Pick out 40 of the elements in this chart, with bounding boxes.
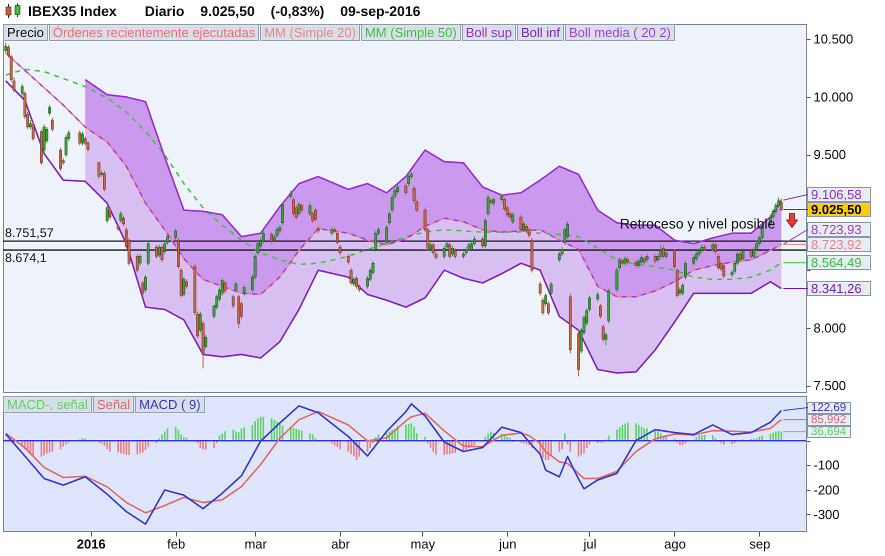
y-tick-label: 9.500 (814, 147, 846, 162)
annotation: 9.025,50 (807, 202, 871, 217)
y-tick-label: 10.000 (814, 89, 854, 104)
annotation: 8.723,92 (807, 236, 871, 252)
annotation: 122,69 (807, 402, 851, 414)
x-tick-label: ago (664, 536, 686, 552)
x-tick-label: 2016 (76, 536, 106, 552)
x-tick-label: mar (244, 536, 268, 552)
y-tick-label: 10.500 (814, 32, 854, 47)
x-tick-label: feb (167, 536, 186, 552)
text: MM (Simple 20) (260, 24, 360, 41)
series-label: Precio (3, 24, 48, 41)
x-tick-label: sep (749, 536, 770, 552)
text: Boll inf (516, 24, 564, 41)
legend-title: Órdenes recientemente ejecutadas (48, 24, 260, 41)
text: MACD-, señal (3, 396, 92, 413)
annotation: 8.341,26 (807, 281, 871, 296)
y-tick-label: -300 (814, 506, 840, 522)
x-tick-label: jul (582, 536, 597, 552)
x-tick-label: abr (331, 536, 351, 552)
y-tick-label: -200 (814, 482, 840, 498)
y-tick-label: 7.500 (814, 378, 846, 394)
x-tick-label: jun (498, 536, 516, 552)
x-tick-label: may (410, 536, 436, 552)
ref-line-label: 8.674,1 (5, 251, 47, 266)
annotation: 8.723,93 (807, 222, 871, 237)
chart-subtitle: Diario 9.025,50 (-0,83%) 09-sep-2016 (144, 3, 420, 19)
text: Boll media ( 20 2) (565, 24, 675, 41)
y-tick-label: -100 (814, 458, 840, 473)
chart-title: IBEX35 Index (28, 3, 117, 19)
annotation: 8.564,49 (807, 255, 871, 270)
annotation: 9.106,58 (807, 187, 871, 202)
y-tick-label: 8.000 (814, 320, 846, 336)
annotation: 85,992 (807, 414, 851, 426)
text: Boll sup (462, 24, 516, 41)
text: MM (Simple 50) (360, 24, 461, 41)
annotation: 36,694 (807, 426, 851, 438)
text: MACD ( 9) (135, 396, 205, 413)
ref-line-label: 8.751,57 (5, 226, 54, 240)
text: Señal (92, 396, 134, 413)
